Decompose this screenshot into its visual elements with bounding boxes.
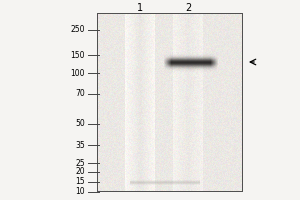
Text: 35: 35 [75, 140, 85, 150]
Text: 150: 150 [70, 50, 85, 60]
Text: 1: 1 [137, 3, 143, 13]
Text: 25: 25 [75, 158, 85, 168]
Text: 15: 15 [75, 178, 85, 186]
Text: 250: 250 [70, 25, 85, 34]
Text: 100: 100 [70, 68, 85, 77]
Text: 10: 10 [75, 188, 85, 196]
Text: 2: 2 [185, 3, 191, 13]
Text: 70: 70 [75, 90, 85, 98]
Text: 50: 50 [75, 119, 85, 129]
Text: 20: 20 [75, 168, 85, 176]
